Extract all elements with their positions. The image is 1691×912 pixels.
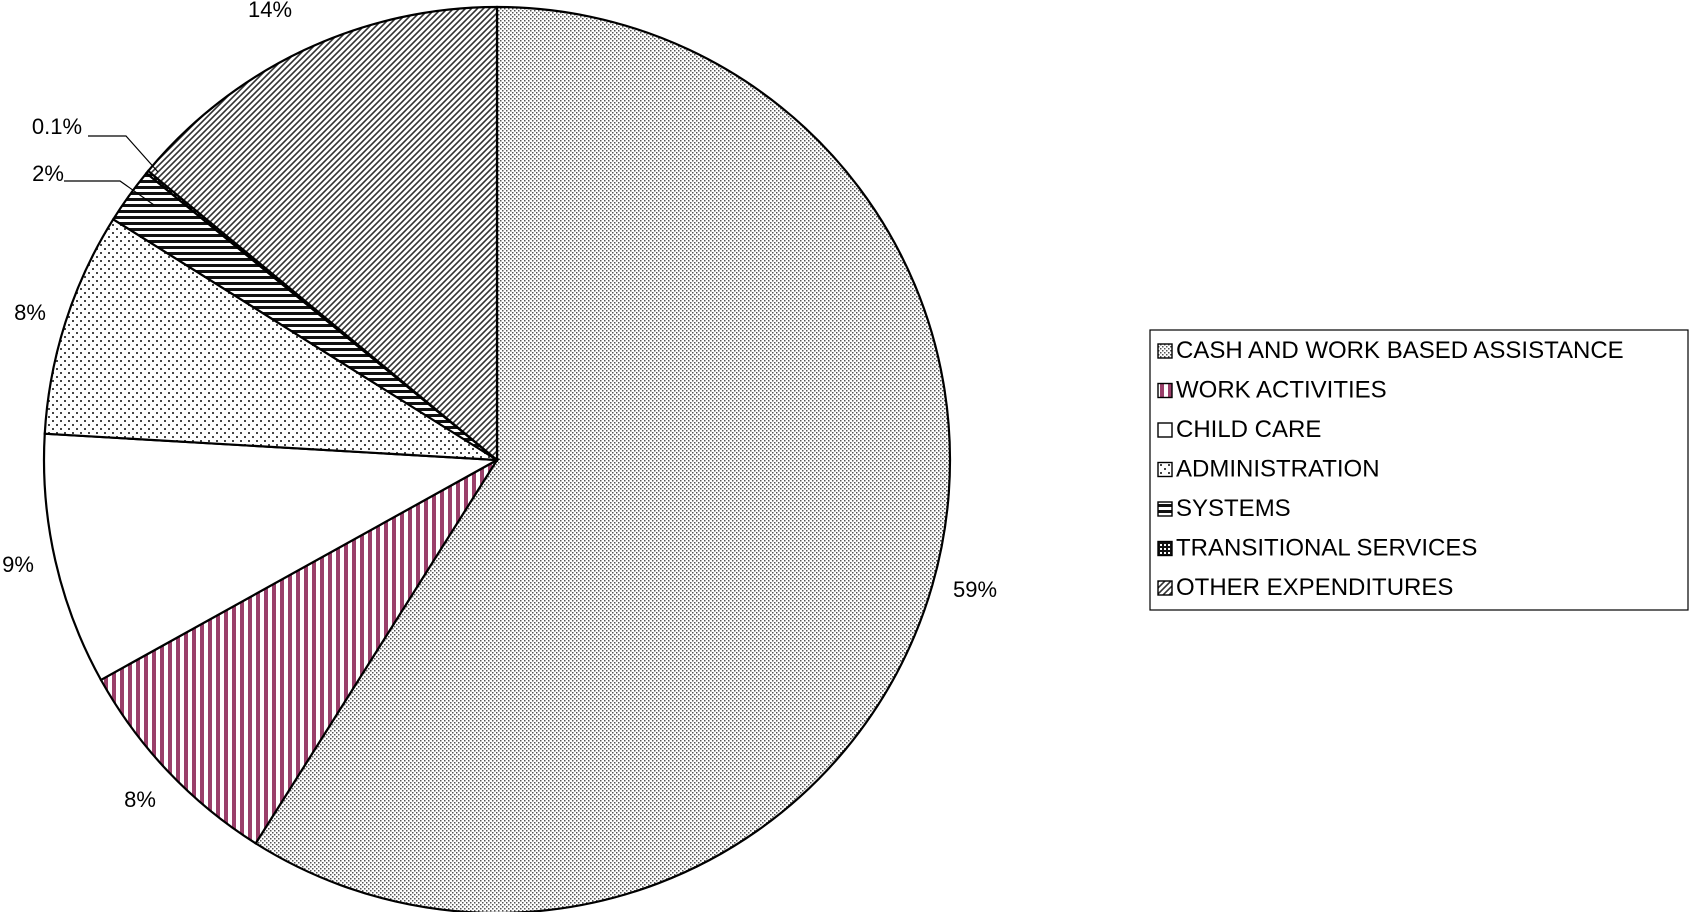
legend-label-child-care: CHILD CARE [1176, 416, 1321, 443]
data-label-child-care: 9% [2, 552, 34, 577]
legend-swatch-other-expenditures [1157, 580, 1173, 596]
pie-slice-administration [43, 217, 498, 462]
legend-box [1149, 329, 1689, 611]
pie-slice-cash-and-work-based-assistance [254, 5, 952, 912]
data-label-work-activities: 8% [124, 787, 156, 812]
pie-slices [42, 5, 952, 912]
data-label-transitional-services: 0.1% [32, 114, 82, 139]
legend: CASH AND WORK BASED ASSISTANCE WORK ACTIV… [1149, 329, 1689, 611]
data-label-cash-and-work-based-assistance: 59% [953, 577, 997, 602]
legend-label-work-activities: WORK ACTIVITIES [1176, 377, 1387, 404]
data-label-other-expenditures: 14% [248, 0, 292, 22]
legend-swatch-systems [1157, 501, 1173, 517]
legend-swatch-work-activities [1157, 382, 1173, 399]
legend-label-other-expenditures: OTHER EXPENDITURES [1176, 574, 1453, 601]
pie-labels: 59% 8% 9% 8% 2% 0.1% 14% [2, 0, 997, 812]
leader-line-systems [64, 180, 155, 206]
data-label-administration: 8% [14, 300, 46, 325]
leader-line-transitional-services [88, 135, 159, 173]
legend-label-administration: ADMINISTRATION [1176, 456, 1380, 483]
data-label-systems: 2% [32, 161, 64, 186]
legend-label-transitional-services: TRANSITIONAL SERVICES [1176, 535, 1477, 562]
legend-swatch-cash-and-work-based-assistance [1157, 343, 1173, 359]
legend-swatch-child-care [1157, 422, 1173, 438]
legend-swatch-transitional-services [1157, 540, 1173, 557]
pie-slice-child-care [42, 432, 501, 682]
legend-label-cash-and-work-based-assistance: CASH AND WORK BASED ASSISTANCE [1176, 337, 1624, 364]
pie-slice-work-activities [99, 459, 498, 845]
legend-swatch-administration [1157, 461, 1173, 478]
legend-label-systems: SYSTEMS [1176, 495, 1291, 522]
pie-slice-other-expenditures [146, 5, 499, 463]
